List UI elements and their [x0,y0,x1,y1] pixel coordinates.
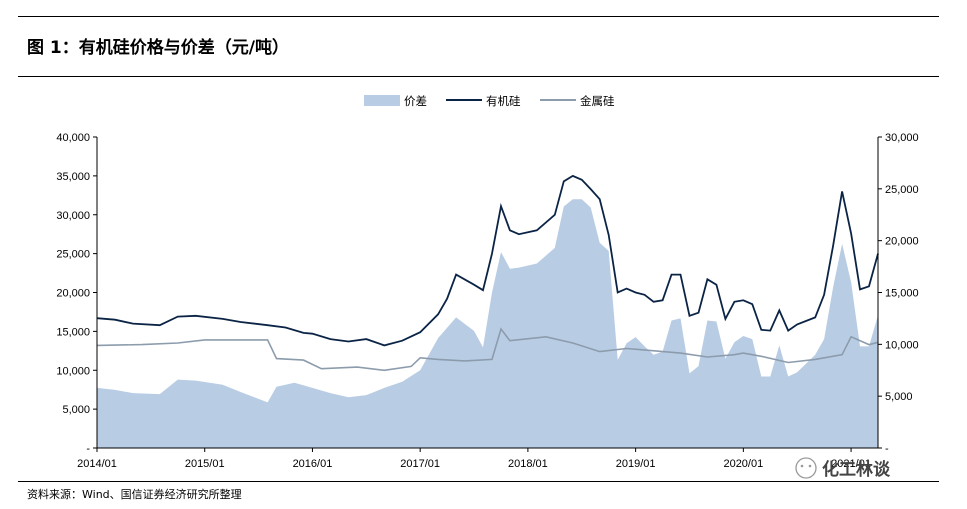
title-rule [18,76,939,77]
legend-label-organic: 有机硅 [486,94,521,108]
wechat-icon [795,457,817,479]
top-rule [18,16,939,17]
x-tick-label: 2015/01 [185,458,225,470]
y-left-tick-label: 10,000 [56,365,90,377]
metal-silicon-line [96,327,879,372]
chart-title: 图 1：有机硅价格与价差（元/吨） [27,38,289,58]
y-right-tick-label: - [885,443,889,455]
x-tick-label: 2021/01 [831,458,871,470]
y-right-tick-label: 30,000 [885,132,919,144]
watermark: 化工林谈 [795,457,891,480]
y-left-tick-label: 40,000 [56,132,90,144]
x-tick-label: 2016/01 [293,458,333,470]
legend-label-spread: 价差 [404,94,427,108]
legend: 价差 有机硅 金属硅 [364,94,615,108]
wechat-icon-eye-right [808,464,812,468]
y-left-tick-label: 30,000 [56,210,90,222]
x-tick-label: 2019/01 [616,458,656,470]
x-tick-label: 2018/01 [508,458,548,470]
y-right-tick-label: 15,000 [885,288,919,300]
y-right-tick-label: 25,000 [885,184,919,196]
y-left-tick-label: 15,000 [56,326,90,338]
y-right-tick-label: 10,000 [885,339,919,351]
y-right-tick-label: 5,000 [885,391,913,403]
watermark-text: 化工林谈 [822,459,891,480]
x-tick-label: 2014/01 [77,458,117,470]
source-note: 资料来源：Wind、国信证券经济研究所整理 [27,488,242,501]
y-left-tick-label: - [86,443,90,455]
y-left-tick-label: 5,000 [62,404,90,416]
bottom-rule [18,481,939,482]
x-tick-label: 2017/01 [400,458,440,470]
organic-silicon-line [96,174,879,347]
y-left-tick-label: 25,000 [56,249,90,261]
wechat-icon-eye-left [800,464,804,468]
y-left-tick-label: 35,000 [56,171,90,183]
y-left-tick-label: 20,000 [56,288,90,300]
legend-swatch-spread [364,95,400,106]
axes: - 5,000 10,000 15,000 20,000 25,000 30,000 35,0… [56,132,918,470]
y-right-tick-label: 20,000 [885,236,919,248]
spread-area [97,199,878,448]
legend-label-metal: 金属硅 [580,94,615,108]
x-tick-label: 2020/01 [723,458,763,470]
